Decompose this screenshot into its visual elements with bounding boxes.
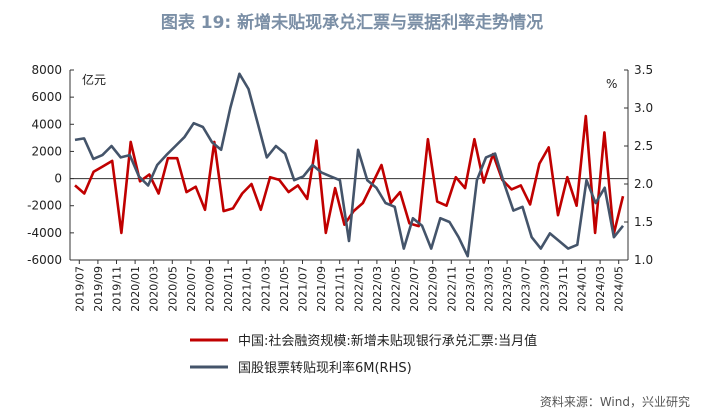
right-unit-label: % xyxy=(606,77,617,91)
x-tick-label: 2022/03 xyxy=(371,266,384,312)
right-tick-label: 1.0 xyxy=(634,253,653,267)
axes-group: 8000 6000 4000 2000 0 -2000 -4000 -6000 3.5 3.0 2.… xyxy=(27,63,653,312)
x-tick-label: 2024/03 xyxy=(594,266,607,312)
right-tick-label: 2.0 xyxy=(634,177,653,191)
left-tick-label: -2000 xyxy=(27,199,62,213)
x-tick-label: 2023/11 xyxy=(557,266,570,312)
left-tick-label: 8000 xyxy=(31,63,62,77)
x-tick-label: 2021/07 xyxy=(297,266,310,312)
x-tick-label: 2019/11 xyxy=(111,266,124,312)
x-tick-label: 2020/05 xyxy=(166,266,179,312)
right-tick-label: 1.5 xyxy=(634,215,653,229)
right-tick-label: 3.5 xyxy=(634,63,653,77)
x-tick-label: 2021/05 xyxy=(278,266,291,312)
x-tick-label: 2021/01 xyxy=(241,266,254,312)
x-tick-label: 2022/09 xyxy=(427,266,440,312)
x-tick-label: 2023/03 xyxy=(483,266,496,312)
series-line-1 xyxy=(74,114,625,236)
left-unit-label: 亿元 xyxy=(82,72,106,87)
x-tick-label: 2022/01 xyxy=(352,266,365,312)
legend-label-1: 中国:社会融资规模:新增未贴现银行承兑汇票:当月值 xyxy=(238,333,537,349)
left-tick-label: 6000 xyxy=(31,90,62,104)
x-tick-label: 2020/01 xyxy=(129,266,142,312)
x-tick-label: 2021/11 xyxy=(334,266,347,312)
x-tick-label: 2019/09 xyxy=(92,266,105,312)
left-tick-label: 2000 xyxy=(31,144,62,158)
x-tick-label: 2023/07 xyxy=(520,266,533,312)
x-tick-label: 2023/01 xyxy=(464,266,477,312)
x-tick-label: 2024/01 xyxy=(576,266,589,312)
left-tick-label: 4000 xyxy=(31,117,62,131)
legend-group: 中国:社会融资规模:新增未贴现银行承兑汇票:当月值国股银票转贴现利率6M(RHS… xyxy=(190,333,537,376)
x-tick-label: 2022/07 xyxy=(408,266,421,312)
source-note: 资料来源：Wind，兴业研究 xyxy=(539,395,690,409)
x-tick-label: 2020/09 xyxy=(204,266,217,312)
left-tick-label: 0 xyxy=(54,172,62,186)
legend-label-2: 国股银票转贴现利率6M(RHS) xyxy=(238,360,412,376)
x-tick-label: 2021/03 xyxy=(259,266,272,312)
x-tick-label: 2022/11 xyxy=(445,266,458,312)
x-tick-label: 2020/07 xyxy=(185,266,198,312)
x-tick-label: 2023/05 xyxy=(501,266,514,312)
x-tick-label: 2019/07 xyxy=(73,266,86,312)
x-tick-label: 2021/09 xyxy=(315,266,328,312)
chart-title: 图表 19: 新增未贴现承兑汇票与票据利率走势情况 xyxy=(160,13,544,33)
x-tick-label: 2020/11 xyxy=(222,266,235,312)
left-tick-label: -6000 xyxy=(27,253,62,267)
right-tick-label: 2.5 xyxy=(634,139,653,153)
series-line-2 xyxy=(74,72,625,258)
x-tick-label: 2023/09 xyxy=(538,266,551,312)
x-tick-label: 2020/03 xyxy=(148,266,161,312)
x-tick-label: 2024/05 xyxy=(613,266,626,312)
left-tick-label: -4000 xyxy=(27,226,62,240)
right-tick-label: 3.0 xyxy=(634,101,653,115)
series-group xyxy=(74,72,625,258)
x-tick-label: 2022/05 xyxy=(390,266,403,312)
